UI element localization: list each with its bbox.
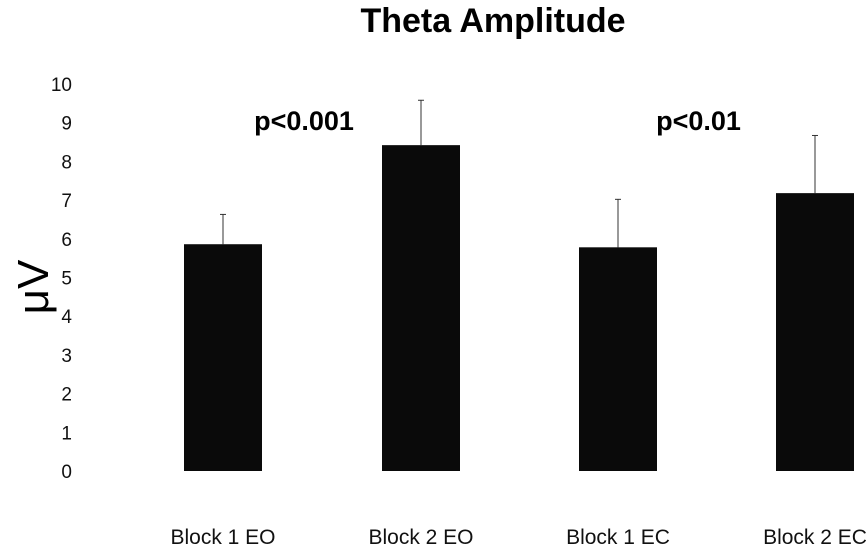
y-tick-label: 2 [61, 385, 72, 406]
bar [776, 193, 854, 471]
x-tick-label: Block 1 EO [170, 526, 275, 549]
y-tick-label: 3 [61, 346, 72, 367]
bar [382, 145, 460, 471]
y-axis-label: μV [9, 259, 58, 314]
y-tick-label: 4 [61, 307, 72, 328]
bar [184, 244, 262, 471]
y-tick-label: 6 [61, 230, 72, 251]
x-tick-label: Block 2 EO [368, 526, 473, 549]
y-tick-label: 9 [61, 114, 72, 135]
y-tick-label: 10 [51, 75, 72, 96]
y-tick-label: 7 [61, 191, 72, 212]
y-tick-label: 5 [61, 269, 72, 290]
bar [579, 247, 657, 471]
chart-title: Theta Amplitude [360, 2, 625, 40]
y-tick-label: 0 [61, 462, 72, 483]
x-tick-label: Block 1 EC [566, 526, 670, 549]
significance-annotation: p<0.001 [254, 106, 354, 136]
y-tick-label: 8 [61, 152, 72, 173]
x-tick-label: Block 2 EC [763, 526, 866, 549]
y-tick-label: 1 [61, 423, 72, 444]
significance-annotation: p<0.01 [656, 106, 741, 136]
